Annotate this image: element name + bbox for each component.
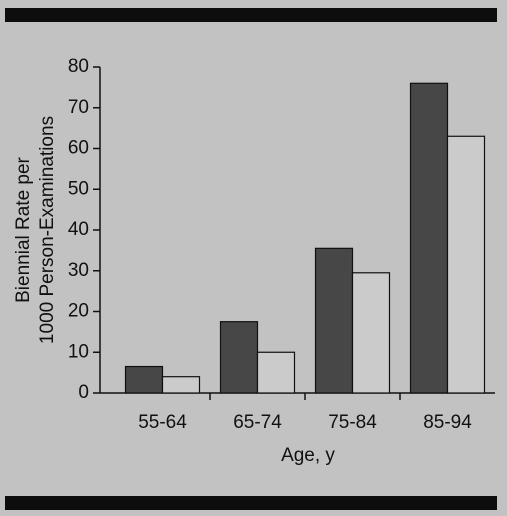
- bar: [124, 365, 164, 394]
- x-tick-label: 65-74: [233, 412, 282, 433]
- y-tick-label: 50: [68, 178, 89, 199]
- x-tick-label: 85-94: [423, 412, 472, 433]
- bar: [256, 351, 296, 394]
- y-tick-label: 20: [68, 301, 89, 322]
- bar: [351, 272, 391, 394]
- y-axis-label: Biennial Rate per: [13, 156, 34, 302]
- y-tick-label: 70: [68, 97, 89, 118]
- y-tick-label: 60: [68, 138, 89, 159]
- y-tick-label: 0: [78, 382, 89, 403]
- bar: [219, 321, 259, 394]
- y-tick-label: 10: [68, 341, 89, 362]
- bar: [314, 247, 354, 394]
- x-axis-label: Age, y: [281, 445, 335, 466]
- bar: [446, 135, 486, 394]
- bar: [161, 376, 201, 394]
- bottom-rule: [5, 496, 497, 510]
- y-tick-label: 80: [68, 56, 89, 77]
- x-tick-label: 75-84: [328, 412, 377, 433]
- bar: [409, 82, 449, 394]
- y-axis-label: 1000 Person-Examinations: [37, 116, 58, 344]
- x-tick-label: 55-64: [138, 412, 187, 433]
- y-tick-label: 40: [68, 219, 89, 240]
- y-tick-label: 30: [68, 260, 89, 281]
- top-rule: [5, 8, 497, 22]
